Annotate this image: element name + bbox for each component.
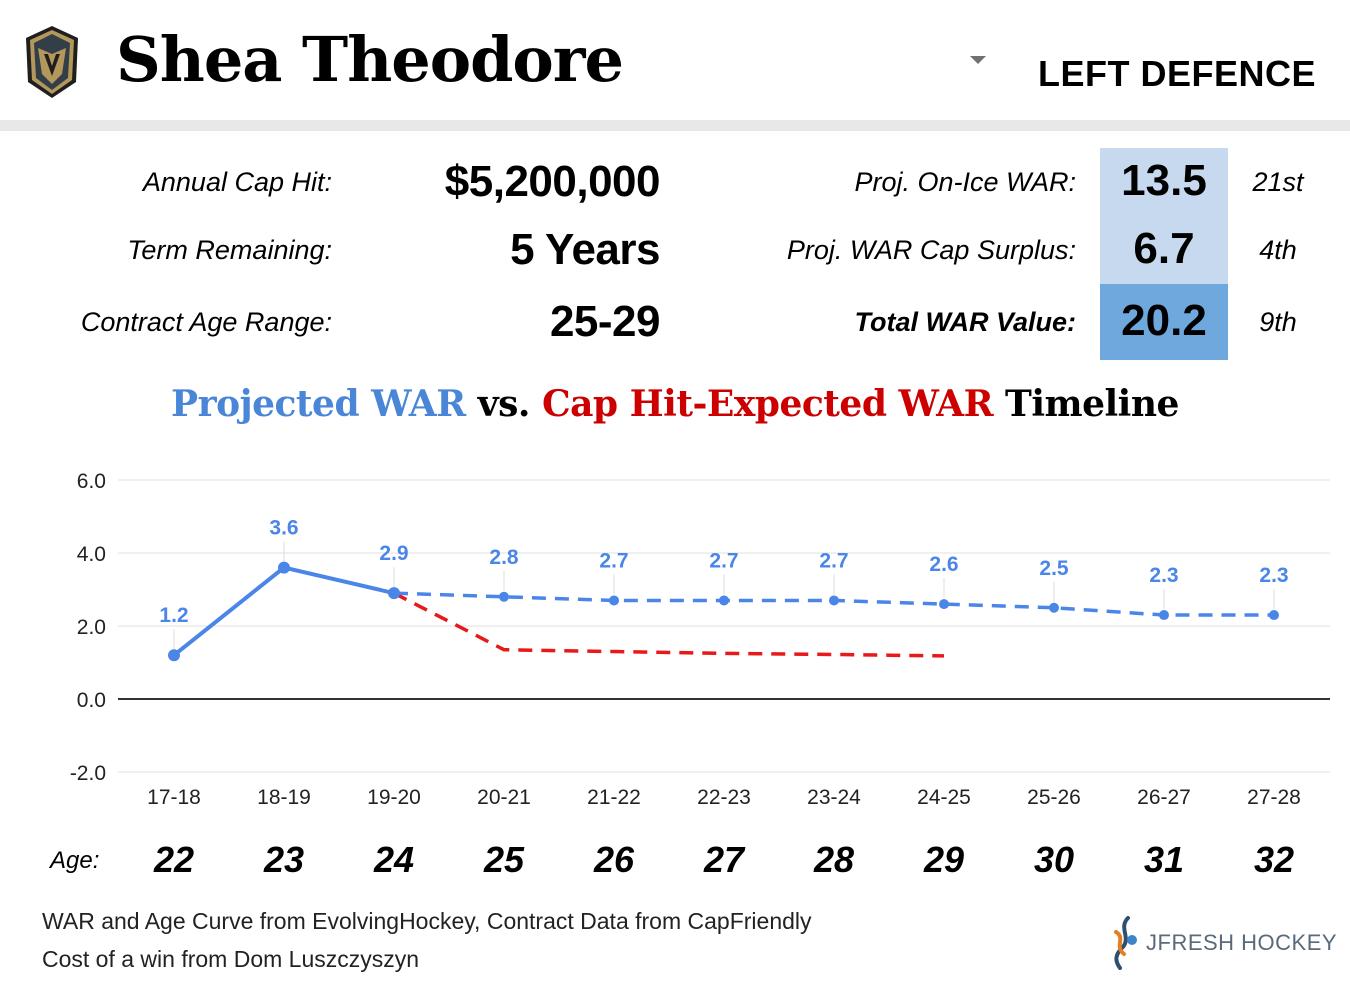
data-label: 2.3 bbox=[1149, 564, 1178, 587]
projected-war-point bbox=[829, 595, 839, 606]
projected-war-point bbox=[939, 599, 949, 610]
projected-war-point bbox=[168, 649, 180, 662]
total-war-rank: 9th bbox=[1259, 307, 1297, 337]
brand-name: JFRESH HOCKEY bbox=[1146, 930, 1338, 955]
data-label: 2.6 bbox=[929, 553, 958, 576]
expected-war-line bbox=[393, 591, 945, 658]
age-label: Age: bbox=[50, 847, 100, 874]
term-value: 5 Years bbox=[510, 225, 660, 274]
projected-war-point bbox=[719, 595, 729, 606]
projected-war-point bbox=[1049, 602, 1059, 613]
cap-hit-label: Annual Cap Hit: bbox=[142, 167, 332, 197]
data-label: 2.7 bbox=[599, 549, 628, 572]
age-value: 24 bbox=[373, 839, 415, 880]
age-value: 29 bbox=[923, 839, 965, 880]
war-surplus-rank: 4th bbox=[1259, 235, 1297, 265]
x-tick-label: 27-28 bbox=[1247, 786, 1301, 809]
x-tick-label: 18-19 bbox=[257, 786, 311, 809]
chart-title-expected: Cap Hit-Expected WAR bbox=[541, 383, 994, 425]
x-tick-label: 20-21 bbox=[477, 786, 531, 809]
x-tick-label: 17-18 bbox=[147, 786, 201, 809]
age-value: 25 bbox=[483, 839, 525, 880]
jfresh-stick-logo-icon bbox=[1114, 916, 1137, 970]
data-label: 2.8 bbox=[489, 546, 519, 569]
age-value: 28 bbox=[813, 839, 855, 880]
war-timeline-chart: 6.0 4.0 2.0 0.0 -2.0 17-18 18-19 19-20 20-21 21-2… bbox=[70, 470, 1330, 809]
data-label: 1.2 bbox=[159, 604, 188, 627]
cost-note: Cost of a win from Dom Luszczyszyn bbox=[42, 946, 420, 972]
x-tick-label: 22-23 bbox=[697, 786, 751, 809]
data-label: 2.3 bbox=[1259, 564, 1288, 587]
chart-title-vs: vs. bbox=[465, 383, 542, 425]
player-name: Shea Theodore bbox=[116, 23, 624, 96]
header-divider bbox=[0, 120, 1350, 131]
x-tick-label: 19-20 bbox=[367, 786, 421, 809]
age-range-value: 25-29 bbox=[549, 297, 661, 346]
projected-war-point bbox=[1269, 610, 1279, 621]
y-tick-label: 6.0 bbox=[77, 470, 106, 493]
total-war-value: 20.2 bbox=[1100, 284, 1228, 360]
chart-title: Projected WAR vs. Cap Hit-Expected WAR T… bbox=[0, 380, 1350, 428]
onice-war-rank: 21st bbox=[1252, 167, 1304, 197]
war-surplus-label: Proj. WAR Cap Surplus: bbox=[786, 235, 1076, 265]
data-label: 2.9 bbox=[379, 542, 408, 565]
y-tick-label: 0.0 bbox=[77, 689, 106, 712]
x-tick-label: 26-27 bbox=[1137, 786, 1191, 809]
projected-war-point bbox=[1159, 610, 1169, 621]
chart-title-projected: Projected WAR bbox=[171, 383, 466, 425]
age-value: 23 bbox=[263, 839, 305, 880]
war-surplus-value: 6.7 bbox=[1100, 216, 1228, 284]
data-label: 2.5 bbox=[1039, 557, 1069, 580]
term-label: Term Remaining: bbox=[127, 235, 332, 265]
x-tick-label: 23-24 bbox=[807, 786, 861, 809]
x-tick-label: 25-26 bbox=[1027, 786, 1081, 809]
data-label: 2.7 bbox=[819, 549, 848, 572]
projected-war-point bbox=[278, 561, 290, 574]
x-tick-label: 24-25 bbox=[917, 786, 971, 809]
source-note: WAR and Age Curve from EvolvingHockey, C… bbox=[42, 908, 812, 934]
data-label: 3.6 bbox=[269, 517, 298, 540]
age-value: 22 bbox=[153, 839, 195, 880]
age-value: 32 bbox=[1253, 839, 1295, 880]
y-tick-label: -2.0 bbox=[70, 762, 106, 785]
player-position: LEFT DEFENCE bbox=[1037, 53, 1316, 94]
projected-war-point bbox=[499, 591, 509, 602]
total-war-label: Total WAR Value: bbox=[854, 307, 1076, 337]
golden-knights-helmet-icon bbox=[26, 26, 78, 98]
cap-hit-value: $5,200,000 bbox=[444, 157, 661, 206]
age-value: 30 bbox=[1033, 839, 1075, 880]
age-value: 27 bbox=[703, 839, 745, 880]
y-tick-label: 4.0 bbox=[77, 543, 106, 566]
projected-war-line-solid bbox=[172, 565, 395, 657]
y-tick-label: 2.0 bbox=[77, 616, 106, 639]
caret-down-icon[interactable] bbox=[970, 56, 986, 64]
age-value: 26 bbox=[593, 839, 635, 880]
onice-war-value: 13.5 bbox=[1100, 148, 1228, 216]
projected-war-point bbox=[609, 595, 619, 606]
onice-war-label: Proj. On-Ice WAR: bbox=[854, 167, 1076, 197]
age-range-label: Contract Age Range: bbox=[80, 307, 332, 337]
projected-war-point bbox=[388, 587, 400, 600]
x-tick-label: 21-22 bbox=[587, 786, 641, 809]
chart-title-timeline: Timeline bbox=[993, 383, 1179, 425]
data-label: 2.7 bbox=[709, 549, 738, 572]
age-value: 31 bbox=[1143, 839, 1185, 880]
